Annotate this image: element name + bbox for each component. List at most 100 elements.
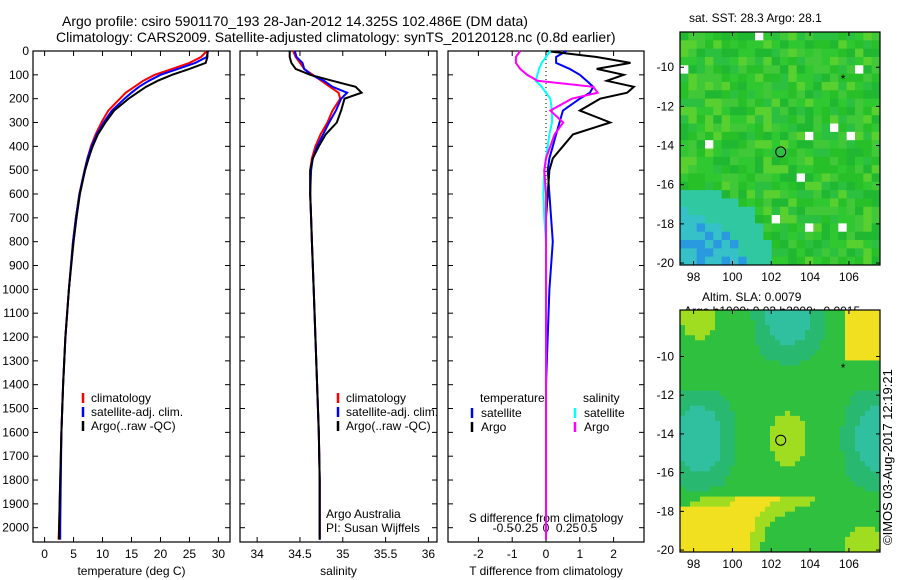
map-cell <box>788 223 798 233</box>
map-cell <box>730 106 739 116</box>
map-cell <box>725 315 731 321</box>
map-cell <box>760 330 766 336</box>
map-cell <box>705 446 711 452</box>
map-cell <box>805 506 811 513</box>
map-cell <box>790 320 796 326</box>
map-cell <box>790 526 796 533</box>
map-cell <box>815 476 821 482</box>
map-cell <box>810 431 816 437</box>
map-cell <box>713 240 723 249</box>
map-cell <box>720 375 726 382</box>
map-cell <box>715 536 721 543</box>
map-cell <box>825 385 831 392</box>
map-cell <box>805 90 814 100</box>
map-cell <box>845 541 851 548</box>
map-cell <box>810 390 816 397</box>
map-cell <box>835 365 841 371</box>
map-cell <box>700 496 706 503</box>
map-cell <box>780 123 789 133</box>
map-cell <box>770 431 776 437</box>
map-cell <box>725 410 731 417</box>
map-cell <box>838 248 848 258</box>
map-cell <box>850 486 856 492</box>
map-cell <box>780 330 786 336</box>
map-cell <box>710 521 716 528</box>
map-cell <box>830 431 836 437</box>
map-cell <box>860 446 866 452</box>
map-cell <box>770 491 776 498</box>
map-cell <box>740 415 746 422</box>
map-cell <box>865 541 871 548</box>
map-cell <box>696 173 706 183</box>
map-cell <box>685 340 691 346</box>
map-cell <box>771 40 781 50</box>
map-cell <box>720 320 726 326</box>
map-cell <box>771 206 781 216</box>
map-cell <box>750 390 756 397</box>
map-cell <box>813 165 823 174</box>
map-cell <box>713 165 723 174</box>
map-cell <box>845 370 851 377</box>
map-cell <box>810 436 816 442</box>
map-cell <box>710 526 716 533</box>
map-cell <box>820 506 826 513</box>
map-cell <box>725 526 731 533</box>
map-cell <box>715 330 721 336</box>
map-cell <box>705 486 711 492</box>
map-cell <box>685 441 691 447</box>
map-cell <box>680 65 689 75</box>
map-cell <box>780 340 786 346</box>
map-cell <box>850 390 856 397</box>
map-cell <box>810 410 816 417</box>
map-cell <box>825 410 831 417</box>
map-cell <box>721 140 731 149</box>
map-cell <box>780 320 786 326</box>
map-cell <box>770 340 776 346</box>
map-cell <box>735 415 741 422</box>
map-cell <box>755 206 764 216</box>
map-cell <box>771 173 781 183</box>
map-cell <box>813 140 823 149</box>
map-cell <box>715 481 721 487</box>
legend-title-salinity: salinity <box>583 391 620 405</box>
map-cell <box>720 355 726 361</box>
map-cell <box>871 215 881 224</box>
map-cell <box>820 476 826 482</box>
map-cell <box>805 360 811 366</box>
map-cell <box>840 315 846 321</box>
map-cell <box>745 380 751 387</box>
map-cell <box>800 350 806 356</box>
map-cell <box>730 491 736 498</box>
map-cell <box>813 215 823 224</box>
map-cell <box>810 360 816 366</box>
map-cell <box>700 531 706 538</box>
map-cell <box>696 223 706 233</box>
map-cell <box>690 491 696 498</box>
map-cell <box>800 491 806 498</box>
map-cell <box>815 436 821 442</box>
map-cell <box>825 506 831 513</box>
map-cell <box>865 506 871 513</box>
map-cell <box>735 380 741 387</box>
map-cell <box>750 431 756 437</box>
map-cell <box>805 248 814 258</box>
map-cell <box>780 32 789 41</box>
map-cell <box>770 420 776 427</box>
map-cell <box>750 541 756 548</box>
map-cell <box>860 496 866 503</box>
map-cell <box>763 131 773 141</box>
map-cell <box>790 546 796 553</box>
map-cell <box>680 140 689 149</box>
map-cell <box>830 256 839 266</box>
map-cell <box>795 446 801 452</box>
map-cell <box>855 526 861 533</box>
map-cell <box>805 521 811 528</box>
map-cell <box>746 148 756 158</box>
map-cell <box>785 400 791 407</box>
map-cell <box>875 536 881 543</box>
map-cell <box>805 181 814 191</box>
y-tick-label: 500 <box>9 163 29 177</box>
map-cell <box>820 536 826 543</box>
map-cell <box>760 526 766 533</box>
map-cell <box>785 330 791 336</box>
